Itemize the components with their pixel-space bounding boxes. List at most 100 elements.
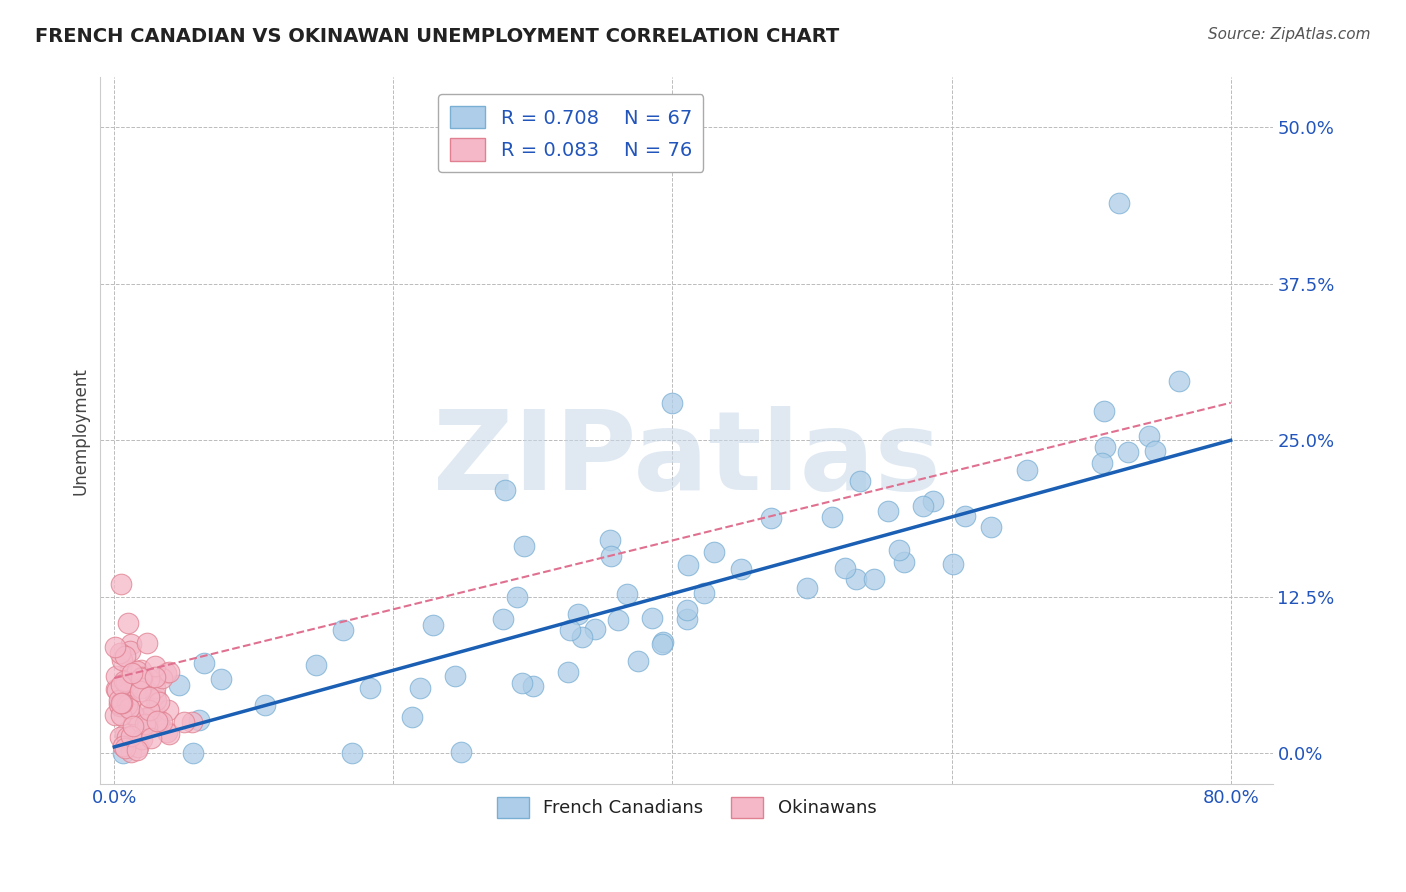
Point [641, 611, 664, 625]
Point [953, 509, 976, 524]
Point [108, 646, 131, 660]
Point [893, 555, 915, 569]
Point [1143, 444, 1166, 458]
Point [941, 557, 963, 571]
Point [849, 474, 872, 488]
Point [494, 483, 516, 498]
Point [845, 572, 868, 586]
Point [131, 732, 153, 747]
Text: ZIPatlas: ZIPatlas [433, 406, 941, 513]
Point [143, 688, 166, 702]
Point [148, 695, 170, 709]
Point [157, 665, 180, 679]
Point [401, 710, 423, 724]
Point [150, 714, 173, 729]
Point [111, 696, 134, 710]
Point [120, 729, 142, 743]
Point [120, 745, 142, 759]
Point [112, 673, 135, 688]
Point [616, 587, 638, 601]
Point [600, 549, 623, 564]
Point [209, 672, 232, 686]
Point [127, 664, 149, 678]
Point [131, 663, 153, 677]
Point [141, 706, 163, 720]
Point [135, 718, 157, 732]
Point [150, 671, 173, 685]
Point [155, 665, 177, 680]
Point [181, 746, 204, 760]
Point [181, 714, 204, 729]
Point [571, 631, 593, 645]
Point [156, 703, 179, 717]
Point [143, 681, 166, 696]
Point [557, 665, 579, 679]
Point [121, 665, 143, 680]
Point [506, 591, 529, 605]
Point [173, 714, 195, 729]
Point [193, 656, 215, 670]
Point [510, 675, 533, 690]
Point [143, 670, 166, 684]
Point [110, 678, 132, 692]
Point [678, 558, 700, 572]
Point [104, 668, 127, 682]
Point [661, 396, 683, 410]
Point [409, 681, 432, 695]
Point [567, 607, 589, 622]
Point [143, 659, 166, 673]
Point [979, 520, 1001, 534]
Point [105, 682, 128, 697]
Point [135, 721, 157, 735]
Point [167, 678, 190, 692]
Point [606, 614, 628, 628]
Point [1118, 445, 1140, 459]
Point [1094, 404, 1116, 418]
Point [110, 730, 132, 744]
Point [138, 672, 160, 686]
Point [759, 511, 782, 525]
Point [652, 635, 675, 649]
Point [138, 703, 160, 717]
Point [1137, 429, 1160, 443]
Point [114, 648, 136, 663]
Point [450, 745, 472, 759]
Point [492, 612, 515, 626]
Point [117, 615, 139, 630]
Legend: French Canadians, Okinawans: French Canadians, Okinawans [489, 789, 883, 825]
Point [127, 740, 149, 755]
Point [129, 681, 152, 696]
Point [136, 714, 159, 728]
Point [129, 684, 152, 698]
Point [120, 644, 142, 658]
Point [676, 612, 699, 626]
Point [513, 540, 536, 554]
Point [911, 500, 934, 514]
Point [115, 698, 138, 713]
Point [138, 690, 160, 704]
Point [145, 692, 167, 706]
Point [111, 694, 134, 708]
Point [877, 504, 900, 518]
Point [136, 635, 159, 649]
Point [108, 699, 131, 714]
Point [730, 562, 752, 576]
Point [651, 637, 673, 651]
Point [599, 533, 621, 548]
Point [114, 741, 136, 756]
Point [118, 695, 141, 709]
Point [796, 581, 818, 595]
Point [125, 743, 148, 757]
Point [117, 681, 139, 695]
Point [146, 714, 169, 728]
Point [626, 654, 648, 668]
Point [821, 510, 844, 524]
Point [254, 698, 277, 713]
Point [583, 622, 606, 636]
Point [558, 623, 581, 637]
Text: Source: ZipAtlas.com: Source: ZipAtlas.com [1208, 27, 1371, 42]
Point [332, 624, 354, 638]
Point [139, 731, 162, 746]
Point [107, 693, 129, 707]
Point [156, 725, 179, 739]
